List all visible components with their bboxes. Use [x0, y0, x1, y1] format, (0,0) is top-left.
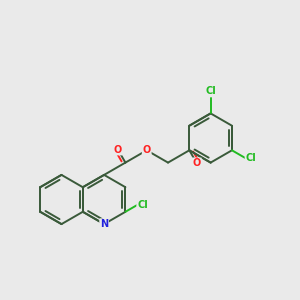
Text: O: O — [142, 145, 151, 155]
Text: Cl: Cl — [245, 153, 256, 163]
Text: Cl: Cl — [137, 200, 148, 210]
Text: N: N — [100, 219, 108, 229]
Text: O: O — [193, 158, 201, 168]
Text: O: O — [114, 145, 122, 154]
Text: Cl: Cl — [205, 86, 216, 96]
